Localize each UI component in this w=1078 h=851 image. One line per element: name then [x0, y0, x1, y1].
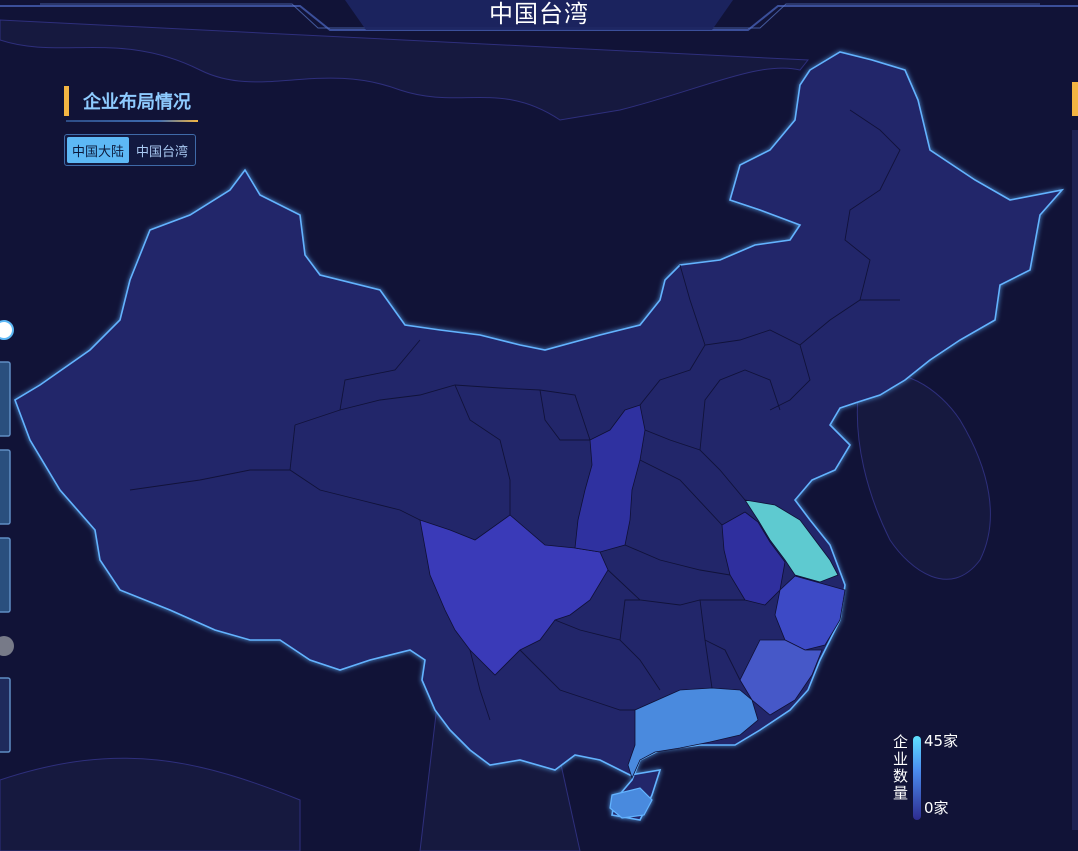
legend-max-label: 45家	[924, 732, 959, 750]
toggle-taiwan-button[interactable]: 中国台湾	[135, 144, 188, 160]
header-frame	[0, 0, 1078, 31]
province-guangdong	[627, 687, 759, 780]
panel-accent-bar	[64, 86, 69, 116]
legend-min-label: 0家	[924, 799, 949, 817]
timeline-dot-active	[0, 320, 14, 340]
side-tab-4	[0, 677, 11, 753]
province-borders	[129, 109, 901, 721]
panel-title: 企业布局情况	[83, 92, 191, 113]
right-accent-bar	[1072, 82, 1078, 116]
province-fujian	[739, 639, 823, 716]
left-side-controls	[0, 320, 14, 753]
legend-gradient-bar[interactable]	[913, 736, 921, 820]
side-tab-2	[0, 449, 11, 525]
page-title: 中国台湾	[489, 0, 589, 28]
province-jiangsu	[744, 499, 839, 583]
province-zhejiang	[774, 575, 846, 651]
side-tab-1	[0, 361, 11, 437]
timeline-dot-inactive	[0, 636, 14, 656]
hainan-island	[609, 787, 653, 819]
map-legend: 企业数量 45家 0家	[891, 730, 982, 822]
province-shaanxi	[574, 404, 646, 553]
panel-header: 企业布局情况	[64, 84, 191, 118]
side-tab-3	[0, 537, 11, 613]
toggle-mainland-button[interactable]: 中国大陆	[67, 137, 129, 163]
right-scroll-track	[1072, 130, 1078, 830]
province-fills	[419, 404, 846, 780]
region-toggle: 中国大陆 中国台湾	[64, 134, 196, 166]
panel-underline	[66, 120, 198, 122]
legend-title: 企业数量	[891, 734, 909, 802]
